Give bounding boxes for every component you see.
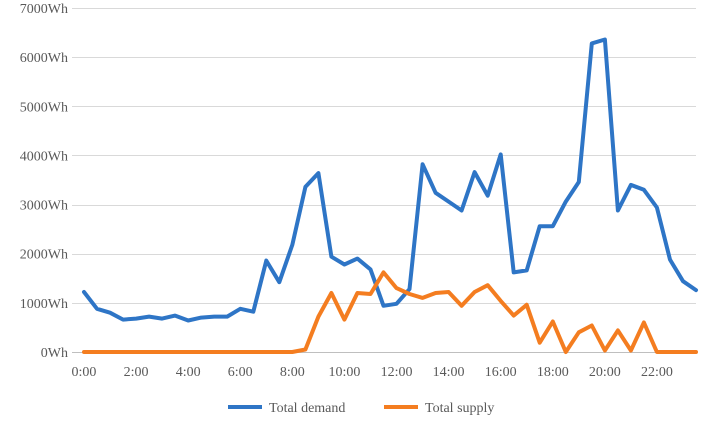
series-line-total-demand: [82, 37, 698, 323]
legend-label-total-demand: Total demand: [269, 401, 345, 416]
x-tick-label: 18:00: [537, 365, 569, 380]
y-tick-label: 1000Wh: [20, 297, 68, 312]
x-tick-label: 6:00: [228, 365, 253, 380]
legend: Total demand Total supply: [228, 401, 494, 416]
gridlines: [72, 8, 696, 353]
series-line-total-supply: [82, 270, 698, 354]
y-tick-label: 4000Wh: [20, 149, 68, 164]
x-tick-label: 14:00: [433, 365, 465, 380]
x-tick-label: 20:00: [589, 365, 621, 380]
y-tick-label: 5000Wh: [20, 100, 68, 115]
x-tick-label: 2:00: [124, 365, 149, 380]
y-tick-label: 0Wh: [41, 346, 68, 361]
x-tick-label: 12:00: [381, 365, 413, 380]
x-tick-label: 10:00: [328, 365, 360, 380]
y-tick-label: 3000Wh: [20, 199, 68, 214]
series-lines: [82, 37, 698, 354]
x-tick-label: 22:00: [641, 365, 673, 380]
x-axis-tick-labels: 0:00 2:00 4:00 6:00 8:00 10:00 12:00 14:00 16:00…: [72, 365, 673, 380]
y-tick-label: 7000Wh: [20, 2, 68, 17]
x-tick-label: 16:00: [485, 365, 517, 380]
x-tick-label: 8:00: [280, 365, 305, 380]
y-axis-tick-labels: 0Wh 1000Wh 2000Wh 3000Wh 4000Wh 5000Wh 6000Wh 7…: [20, 2, 68, 361]
x-tick-label: 0:00: [72, 365, 97, 380]
y-tick-label: 6000Wh: [20, 51, 68, 66]
y-tick-label: 2000Wh: [20, 248, 68, 263]
x-tick-label: 4:00: [176, 365, 201, 380]
legend-label-total-supply: Total supply: [425, 401, 494, 416]
